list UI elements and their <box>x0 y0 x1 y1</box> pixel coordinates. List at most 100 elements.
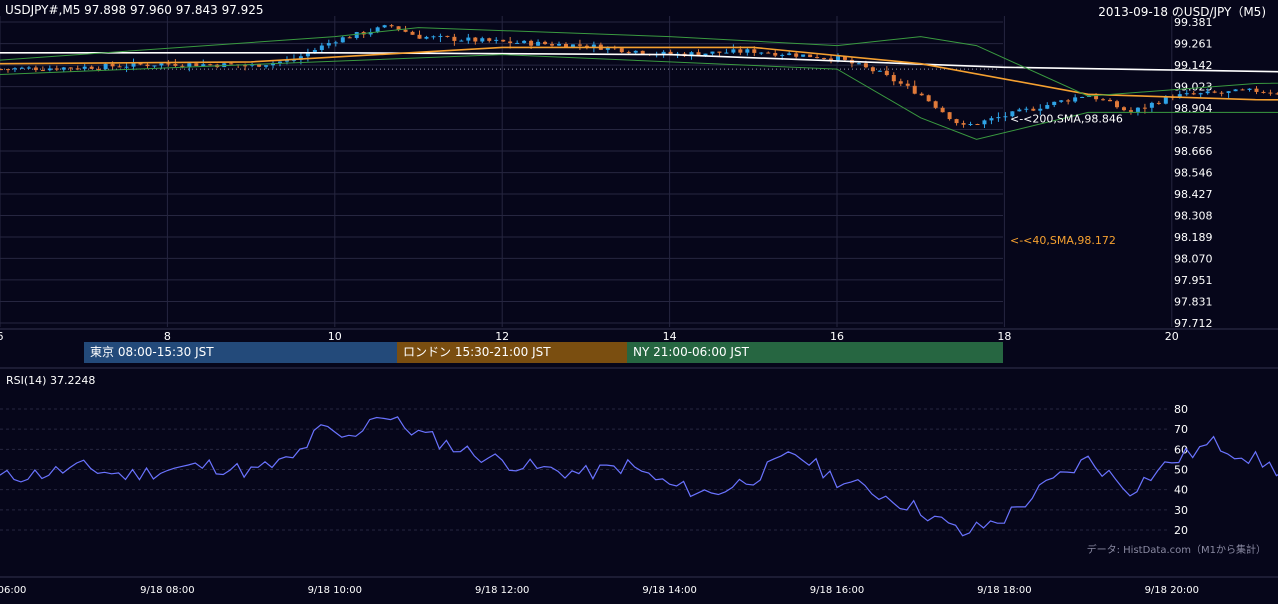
hour-tick-label: 12 <box>495 330 509 343</box>
candle-body <box>1275 93 1278 95</box>
candle-body <box>278 61 282 63</box>
candle-body <box>1121 107 1126 111</box>
candle-body <box>494 39 499 41</box>
candle-body <box>1268 92 1273 94</box>
candle-body <box>996 117 1001 119</box>
candle-body <box>208 64 213 66</box>
candle-body <box>536 41 541 46</box>
candle-body <box>389 25 394 27</box>
candle-body <box>1149 102 1154 108</box>
candle-body <box>12 68 17 70</box>
candle-body <box>787 53 792 55</box>
candle-body <box>33 67 38 71</box>
candle-body <box>110 63 115 67</box>
candle-body <box>1205 91 1210 94</box>
candle-body <box>766 52 771 54</box>
candle-body <box>710 51 715 54</box>
candle-body <box>26 67 31 69</box>
candle-body <box>187 63 192 67</box>
candle-body <box>940 107 945 113</box>
candle-body <box>466 37 471 41</box>
candle-body <box>919 93 924 96</box>
candle-body <box>68 67 73 69</box>
rsi-time-label: 9/18 08:00 <box>140 585 194 596</box>
candle-body <box>424 36 429 39</box>
rsi-tick-label: 70 <box>1174 423 1188 436</box>
rsi-time-label: 9/18 18:00 <box>977 585 1031 596</box>
candle-body <box>459 40 464 42</box>
price-tick-label: 97.951 <box>1174 274 1213 287</box>
candle-body <box>968 124 973 126</box>
candle-body <box>1128 110 1133 112</box>
rsi-time-label: 9/18 10:00 <box>308 585 362 596</box>
candle-body <box>626 52 631 54</box>
session-band-london: ロンドン 15:30-21:00 JST <box>397 342 627 363</box>
candle-body <box>905 83 910 86</box>
chart-title: 2013-09-18 のUSD/JPY（M5) <box>1098 5 1266 19</box>
candle-body <box>829 58 834 61</box>
candle-body <box>989 118 994 121</box>
hour-tick-label: 14 <box>663 330 677 343</box>
candle-body <box>1212 91 1217 93</box>
candle-body <box>1031 108 1036 111</box>
hour-tick-label: 16 <box>830 330 844 343</box>
candle-body <box>1156 102 1161 104</box>
series-line-bollinger-upper <box>0 27 1278 97</box>
candle-body <box>173 63 178 66</box>
candle-body <box>842 56 847 60</box>
candle-body <box>633 50 638 53</box>
rsi-tick-label: 60 <box>1174 443 1188 456</box>
candle-body <box>1115 101 1119 108</box>
candle-body <box>354 32 359 38</box>
candle-body <box>319 45 324 50</box>
candle-body <box>326 43 331 46</box>
candle-body <box>487 38 492 41</box>
candle-body <box>431 36 436 38</box>
candle-body <box>1142 107 1147 109</box>
candle-body <box>257 64 262 67</box>
candle-body <box>131 62 136 67</box>
rsi-tick-label: 40 <box>1174 484 1188 497</box>
candle-body <box>82 66 87 69</box>
candle-body <box>340 37 345 43</box>
candle-body <box>5 69 10 71</box>
candle-body <box>689 52 694 57</box>
candle-body <box>836 56 840 61</box>
candle-body <box>1226 91 1231 93</box>
price-tick-label: 98.904 <box>1174 102 1213 115</box>
candle-body <box>731 49 736 53</box>
candle-body <box>696 52 701 56</box>
hour-tick-label: 20 <box>1165 330 1179 343</box>
candle-body <box>529 40 534 46</box>
rsi-time-label: 9/18 12:00 <box>475 585 529 596</box>
candle-body <box>1045 105 1050 109</box>
candle-body <box>1247 88 1252 90</box>
candle-body <box>982 120 987 125</box>
candle-body <box>1073 97 1078 102</box>
candle-body <box>759 52 764 54</box>
candle-body <box>954 119 959 124</box>
price-tick-label: 97.712 <box>1174 317 1213 330</box>
rsi-time-label: 9/18 14:00 <box>642 585 696 596</box>
candle-body <box>508 41 513 44</box>
session-band-tokyo: 東京 08:00-15:30 JST <box>84 342 397 363</box>
candle-body <box>877 70 882 72</box>
candle-body <box>89 66 94 69</box>
candle-body <box>870 67 875 72</box>
candle-body <box>229 63 234 65</box>
candle-body <box>947 112 952 120</box>
candle-body <box>661 51 666 55</box>
candle-body <box>333 42 338 44</box>
series-annotation-sma40: <-<40,SMA,98.172 <box>1010 234 1116 247</box>
candle-body <box>1108 99 1113 102</box>
candle-body <box>1233 89 1238 92</box>
candle-body <box>912 85 917 94</box>
candle-body <box>822 58 827 60</box>
hour-tick-label: 10 <box>328 330 342 343</box>
candle-body <box>1017 109 1022 112</box>
price-tick-label: 98.427 <box>1174 188 1213 201</box>
candle-body <box>1198 93 1203 95</box>
session-band-ny: NY 21:00-06:00 JST <box>627 342 1003 363</box>
